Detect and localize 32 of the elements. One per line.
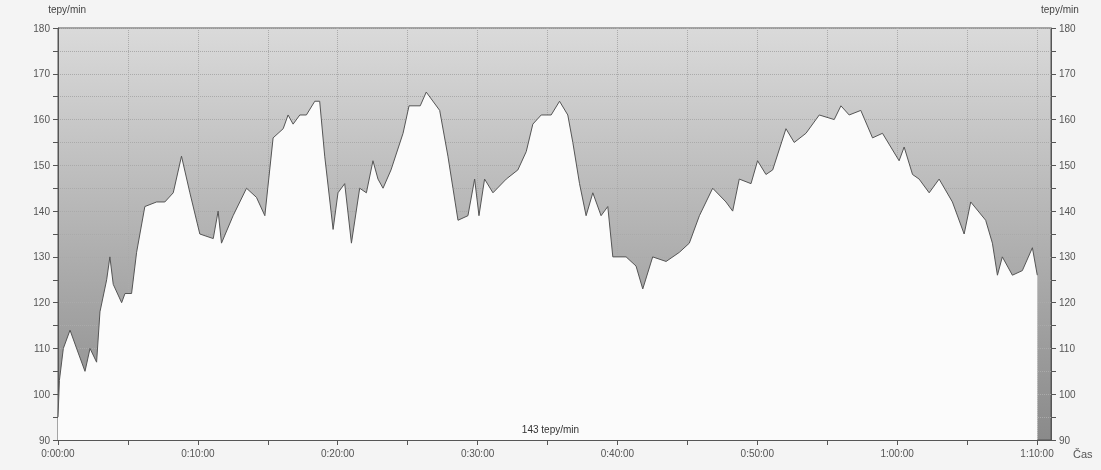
y2-tick-label: 180	[1059, 22, 1077, 34]
y2-tick-label: 120	[1059, 297, 1077, 309]
y2-tick-label: 170	[1059, 68, 1077, 80]
y2-tick-label: 90	[1059, 434, 1071, 446]
x-tick-label: 1:10:00	[1020, 447, 1055, 459]
y2-tick-label: 150	[1059, 159, 1077, 171]
y2-tick-label: 140	[1059, 205, 1077, 217]
y-tick-label: 130	[33, 251, 51, 263]
y-tick-label: 90	[38, 434, 51, 446]
y-tick-label: 100	[33, 388, 51, 400]
x-tick-label: 0:30:00	[460, 447, 495, 459]
x-tick-label: 0:40:00	[600, 447, 635, 459]
x-tick-label: 0:00:00	[41, 447, 76, 459]
x-tick-label: 1:00:00	[880, 447, 915, 459]
y-tick-label: 150	[33, 159, 51, 171]
y2-tick-label: 110	[1059, 342, 1076, 354]
y-tick-label: 120	[33, 297, 51, 309]
y-axis-title: tepy/min	[48, 3, 86, 15]
y-tick-label: 160	[33, 114, 51, 126]
x-axis-title: Čas	[1073, 447, 1094, 460]
x-tick-label: 0:50:00	[740, 447, 775, 459]
y2-tick-label: 130	[1059, 251, 1077, 263]
x-tick-label: 0:20:00	[321, 447, 355, 459]
y-tick-label: 170	[33, 68, 51, 80]
y2-axis-title: tepy/min	[1041, 3, 1079, 15]
annotation: 143 tepy/min	[521, 423, 580, 435]
x-tick-label: 0:10:00	[181, 447, 215, 459]
y2-tick-label: 160	[1059, 114, 1077, 126]
y2-tick-label: 100	[1059, 388, 1077, 400]
y-tick-label: 110	[34, 342, 51, 354]
y-tick-label: 140	[33, 205, 51, 217]
y-tick-label: 180	[33, 22, 51, 34]
